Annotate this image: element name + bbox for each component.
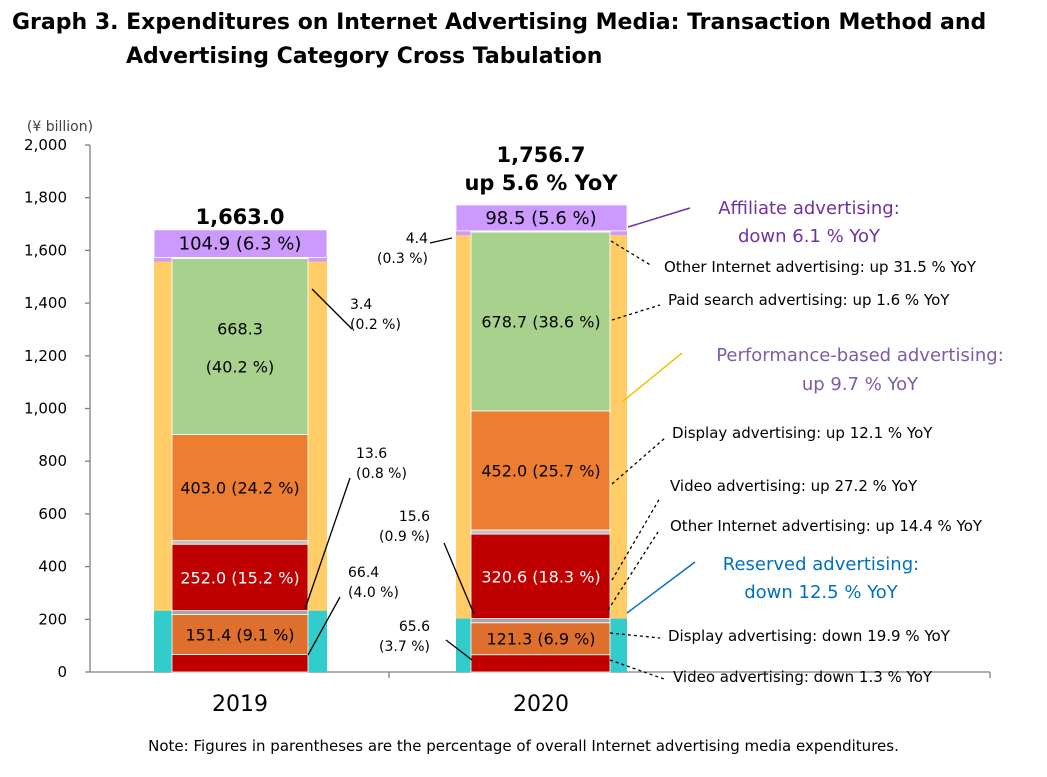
data-label-2019-5: 403.0 (24.2 %) (180, 479, 299, 498)
side-label-pct-5: (3.7 %) (379, 639, 430, 655)
performance-heading-line-2: up 9.7 % YoY (802, 374, 919, 395)
side-leader-line-3 (429, 237, 453, 244)
y-tick-label-5: 1,000 (24, 400, 67, 418)
side-label-value-2: 66.4 (348, 565, 379, 581)
reserved-item-leader-0 (609, 632, 661, 639)
footnote: Note: Figures in parentheses are the per… (148, 737, 899, 755)
data-label-2020-8: 98.5 (5.6 %) (485, 208, 596, 229)
data-label-2019-6-b: (40.2 %) (206, 357, 274, 376)
bar-segment-2020-0 (470, 654, 611, 673)
bar-segment-2019-0 (171, 654, 309, 673)
y-tick-label-7: 1,400 (24, 294, 67, 312)
performance-item-label-4: Other Internet advertising: up 14.4 % Yo… (670, 517, 983, 535)
reserved-leader-line (626, 561, 696, 614)
bar-segment-2019-6 (171, 257, 309, 435)
total-label-2019: 1,663.0 (195, 205, 284, 229)
bar-segment-2019-2 (171, 610, 309, 616)
bar-segment-2020-6 (470, 231, 611, 412)
affiliate-heading-line-1: Affiliate advertising: (718, 198, 900, 219)
side-label-pct-3: (0.3 %) (377, 251, 428, 267)
reserved-item-label-0: Display advertising: down 19.9 % YoY (668, 627, 951, 645)
performance-item-leader-1 (611, 304, 661, 321)
bar-segment-2019-8 (153, 229, 328, 258)
bar-segment-2019-1 (171, 614, 309, 655)
data-label-2020-5: 452.0 (25.7 %) (481, 461, 600, 480)
data-label-2019-8: 104.9 (6.3 %) (179, 234, 302, 255)
side-leader-line-2 (307, 596, 341, 656)
performance-item-leader-3 (611, 497, 661, 581)
side-label-value-3: 4.4 (406, 231, 428, 247)
side-label-value-0: 3.4 (350, 297, 372, 313)
bar-segment-2020-2 (470, 618, 611, 624)
y-tick-label-0: 0 (57, 663, 67, 681)
bar-segment-2019-4 (171, 540, 309, 545)
data-label-2019-3: 252.0 (15.2 %) (180, 568, 299, 587)
performance-item-leader-0 (610, 240, 653, 267)
data-label-2020-6: 678.7 (38.6 %) (481, 312, 600, 331)
side-label-value-5: 65.6 (399, 619, 430, 635)
performance-item-label-1: Paid search advertising: up 1.6 % YoY (668, 291, 950, 309)
chart-title-line-2: Advertising Category Cross Tabulation (126, 44, 603, 69)
bar-segment-2020-5 (470, 410, 611, 531)
side-leader-line-0 (311, 288, 353, 330)
performance-item-label-3: Video advertising: up 27.2 % YoY (670, 477, 918, 495)
side-label-pct-2: (4.0 %) (348, 585, 399, 601)
bar-segment-2020-3 (470, 533, 611, 619)
y-tick-label-2: 400 (38, 558, 67, 576)
side-leader-line-1 (304, 477, 351, 610)
bar-segment-2019-3 (171, 543, 309, 612)
side-label-pct-4: (0.9 %) (379, 529, 430, 545)
data-label-2020-3: 320.6 (18.3 %) (481, 567, 600, 586)
y-tick-label-3: 600 (38, 505, 67, 523)
x-category-label-2020: 2020 (513, 692, 569, 717)
side-label-pct-0: (0.2 %) (350, 317, 401, 333)
data-label-2019-1: 151.4 (9.1 %) (185, 626, 294, 645)
bar-segment-2020-8 (455, 204, 628, 232)
y-tick-label-6: 1,200 (24, 347, 67, 365)
side-label-value-4: 15.6 (399, 509, 430, 525)
performance-heading-line-1: Performance-based advertising: (716, 345, 1004, 366)
bar-segment-2020-1 (470, 622, 611, 656)
reserved-item-label-1: Video advertising: down 1.3 % YoY (673, 668, 933, 686)
side-leader-line-4 (443, 542, 475, 615)
y-axis-unit-label: (¥ billion) (27, 119, 93, 135)
reserved-heading-line-1: Reserved advertising: (723, 554, 919, 575)
affiliate-heading-line-2: down 6.1 % YoY (738, 226, 881, 247)
reserved-heading-line-2: down 12.5 % YoY (744, 582, 899, 603)
affiliate-leader-line (627, 207, 691, 228)
side-leader-line-5 (445, 639, 473, 661)
y-tick-label-9: 1,800 (24, 189, 67, 207)
data-label-2020-1: 121.3 (6.9 %) (486, 630, 595, 649)
chart-title-line-1: Graph 3. Expenditures on Internet Advert… (12, 10, 987, 35)
y-tick-label-10: 2,000 (24, 136, 67, 154)
total-yoy-label-2020: up 5.6 % YoY (464, 171, 618, 195)
side-label-value-1: 13.6 (356, 446, 387, 462)
performance-leader-line (621, 352, 683, 403)
total-label-2020: 1,756.7 (496, 143, 585, 167)
y-tick-label-1: 200 (38, 610, 67, 628)
bar-segment-2020-4 (470, 529, 611, 535)
performance-item-label-0: Other Internet advertising: up 31.5 % Yo… (664, 258, 977, 276)
bar-segment-2019-5 (171, 434, 309, 542)
data-label-2019-6-a: 668.3 (217, 319, 263, 338)
y-tick-label-4: 800 (38, 452, 67, 470)
x-category-label-2019: 2019 (212, 692, 268, 717)
side-label-pct-1: (0.8 %) (356, 466, 407, 482)
performance-item-label-2: Display advertising: up 12.1 % YoY (672, 424, 933, 442)
y-tick-label-8: 1,600 (24, 241, 67, 259)
